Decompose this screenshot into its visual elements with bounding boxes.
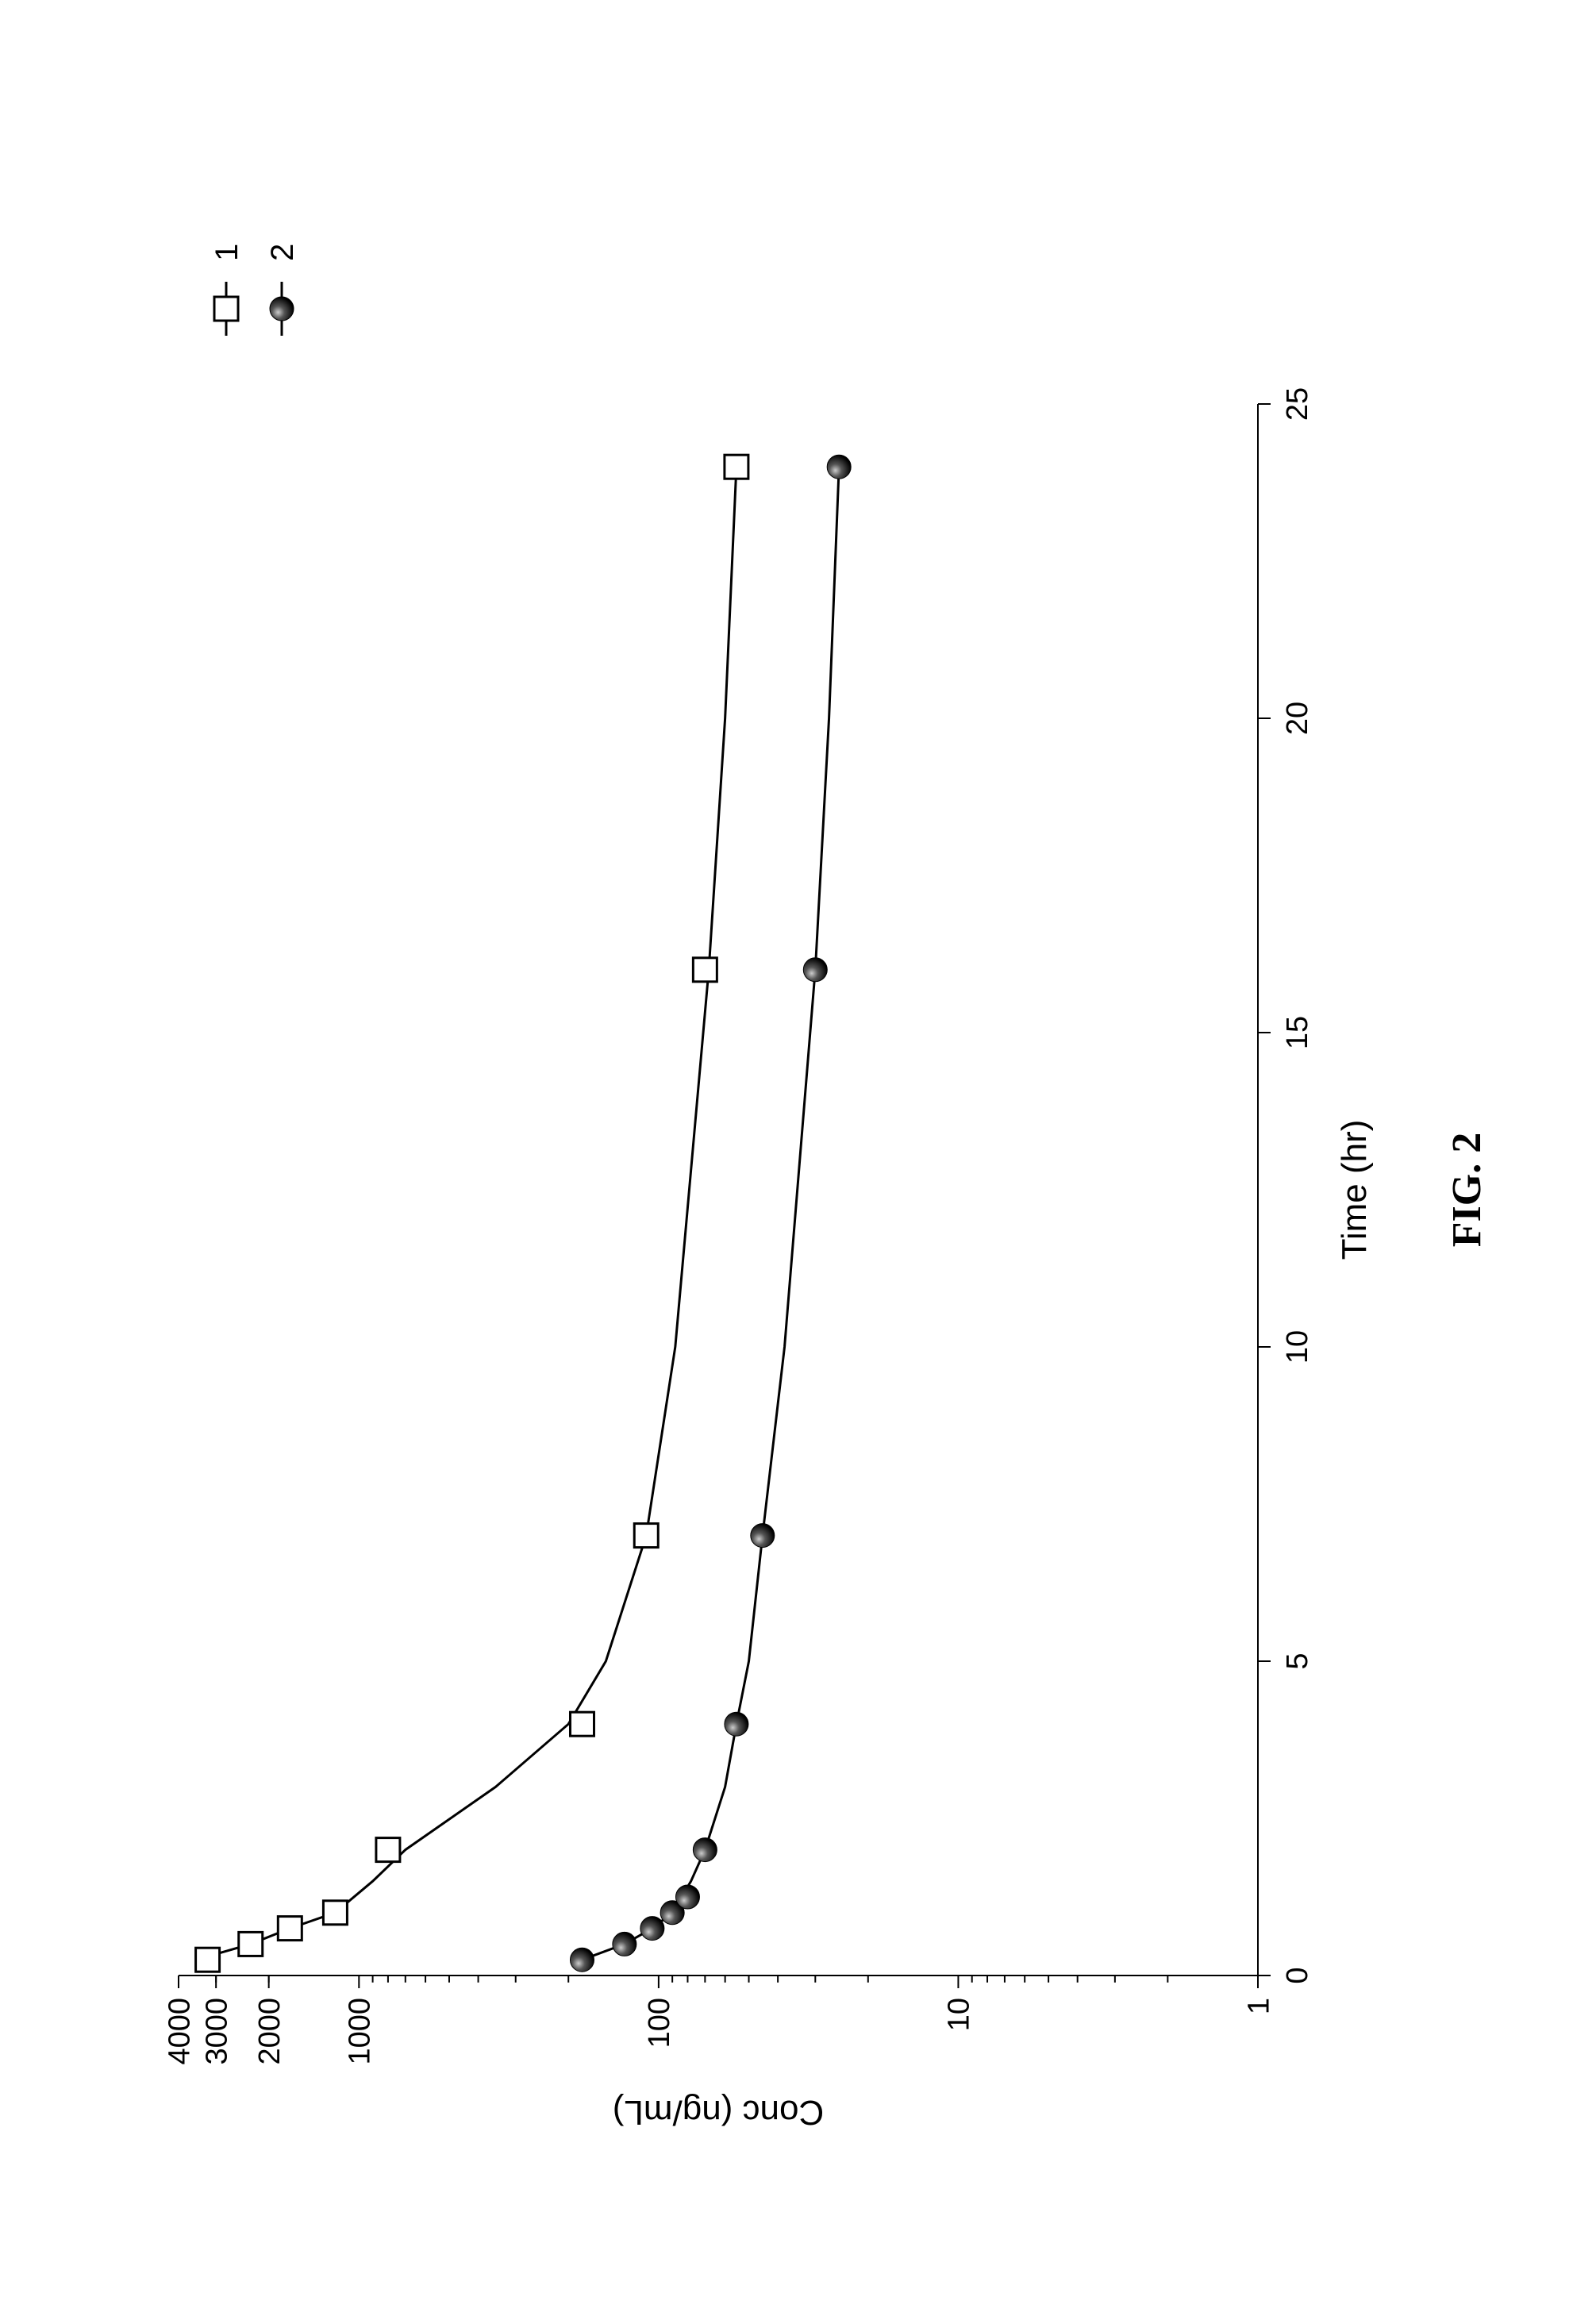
x-tick-label: 0 xyxy=(1281,1967,1314,1983)
marker-open-square xyxy=(693,958,717,982)
marker-open-square xyxy=(278,1917,302,1941)
marker-filled-circle xyxy=(640,1917,664,1941)
marker-filled-circle xyxy=(827,455,851,479)
x-tick-label: 5 xyxy=(1281,1652,1314,1669)
page: 0 5 10 15 20 25 1 10 100 1000 2000 30004000 Time (hr… xyxy=(0,0,1596,2316)
marker-open-square xyxy=(725,455,748,479)
marker-open-square xyxy=(634,1524,658,1548)
legend-label: 1 xyxy=(210,244,244,261)
y-tick-label: 2000 xyxy=(253,1998,287,2065)
x-tick-label: 15 xyxy=(1281,1016,1314,1049)
x-tick-label: 20 xyxy=(1281,702,1314,735)
chart-container: 0 5 10 15 20 25 1 10 100 1000 2000 30004000 Time (hr… xyxy=(83,87,1512,2229)
figure-caption: FIG. 2 xyxy=(1444,1133,1490,1247)
x-axis-title: Time (hr) xyxy=(1335,1120,1374,1260)
marker-filled-circle xyxy=(725,1712,748,1736)
marker-filled-circle xyxy=(751,1524,775,1548)
pk-chart: 0 5 10 15 20 25 1 10 100 1000 2000 30004000 Time (hr… xyxy=(83,87,1512,2229)
marker-filled-circle xyxy=(803,958,827,982)
legend-marker-circle xyxy=(270,297,294,321)
y-tick-label: 100 xyxy=(643,1998,676,2048)
marker-filled-circle xyxy=(675,1885,699,1909)
y-tick-label: 1 xyxy=(1242,1998,1275,2014)
marker-filled-circle xyxy=(613,1932,636,1956)
legend-marker-square xyxy=(214,297,238,321)
marker-open-square xyxy=(323,1901,347,1925)
marker-open-square xyxy=(239,1932,263,1956)
y-axis-title: Conc (ng/mL) xyxy=(613,2093,825,2132)
y-tick-label: 4000 xyxy=(163,1998,196,2065)
marker-open-square xyxy=(196,1948,220,1972)
y-tick-label: 3000 xyxy=(200,1998,233,2065)
marker-open-square xyxy=(570,1712,594,1736)
marker-open-square xyxy=(376,1838,400,1862)
marker-filled-circle xyxy=(570,1948,594,1972)
x-tick-label: 25 xyxy=(1281,387,1314,421)
x-tick-label: 10 xyxy=(1281,1330,1314,1364)
y-tick-label: 1000 xyxy=(344,1998,377,2065)
y-tick-label: 10 xyxy=(943,1998,976,2031)
legend-label: 2 xyxy=(265,244,300,261)
marker-filled-circle xyxy=(693,1838,717,1862)
